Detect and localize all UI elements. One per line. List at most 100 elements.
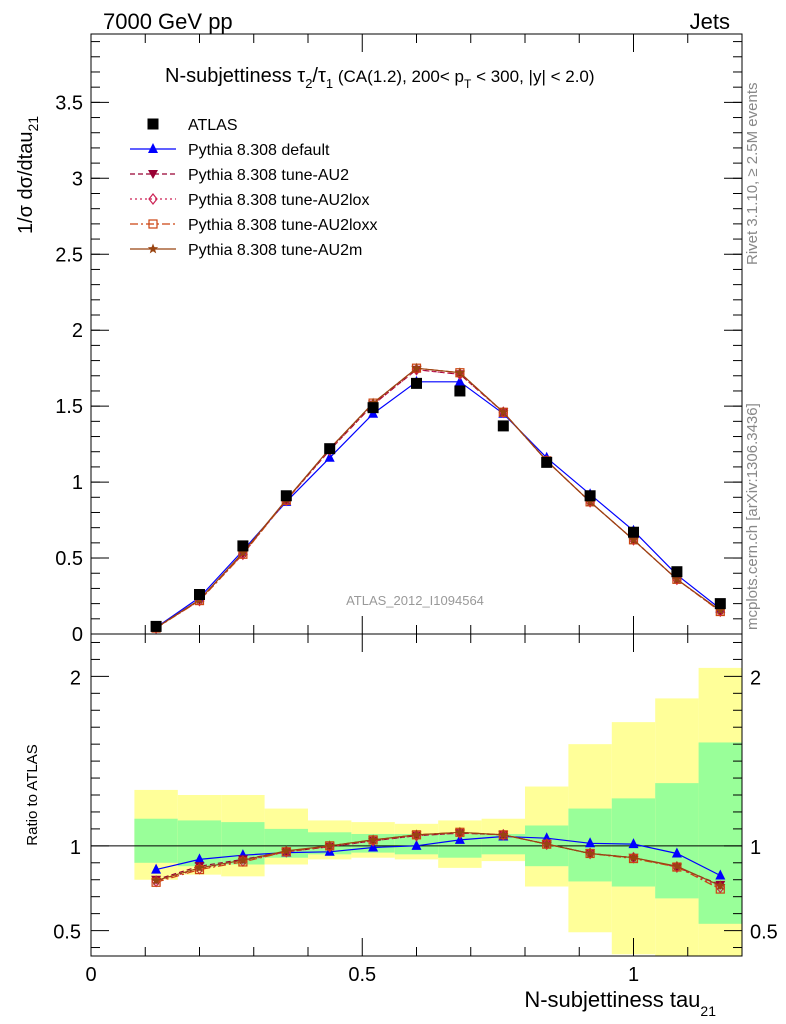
legend-marker [148,170,158,179]
atlas-data-point [671,566,683,578]
ratio-y-tick-label-right: 0.5 [750,922,778,944]
main-series-point [324,451,335,462]
ratio-uncertainty-bands [134,667,742,956]
atlas-data-point [628,526,639,538]
main-series-point [628,534,639,545]
main-y-tick-label: 3.5 [55,92,83,114]
x-tick-label: 1 [628,964,639,986]
main-y-tick-label: 1 [72,472,83,494]
main-series-point [498,406,509,417]
main-y-tick-label: 0 [72,624,83,646]
legend-label: Pythia 8.308 tune-AU2loxx [188,217,377,234]
stat-uncertainty-band [481,833,525,855]
legend-label: Pythia 8.308 tune-AU2lox [188,192,369,209]
main-series-layer [150,362,726,634]
mcplots-label: mcplots.cern.ch [arXiv:1306.3436] [744,403,761,630]
ratio-series-line [155,831,721,887]
atlas-data-point [237,540,249,552]
main-series-point [411,362,422,373]
main-y-tick-label: 0.5 [55,548,83,570]
ratio-series-point [628,852,639,863]
legend-marker [147,243,159,254]
main-series-point [454,367,466,378]
x-tick-label: 0 [85,964,96,986]
atlas-data-point [194,589,205,601]
main-series-point [715,605,726,615]
x-tick-label: 0.5 [348,964,376,986]
main-panel: 0 0.5 1 1.5 2 2.5 3 3.5 [55,34,743,646]
main-y-tick-label: 3 [72,168,83,190]
atlas-data-point [497,420,509,432]
ratio-frame [90,633,743,957]
energy-label: 7000 GeV pp [103,9,233,34]
main-y-tick-label: 2 [72,320,83,342]
atlas-data-point [280,490,292,502]
main-series-point [454,375,465,386]
ratio-y-tick-label-right: 2 [750,667,761,689]
ratio-series-point [671,847,682,858]
legend-label: Pythia 8.308 tune-AU2 [188,167,349,184]
ratio-series-point [367,834,379,845]
ratio-series-point [281,845,292,856]
main-series-line [155,369,721,629]
chart-title: N-subjettiness τ2/τ1 (CA(1.2), 200< pT <… [165,65,595,91]
legend-label: ATLAS [188,117,238,134]
ratio-series-point [411,839,422,850]
ratio-y-tick-label-right: 1 [750,837,761,859]
legend: ATLAS Pythia 8.308 default Pythia 8.308 tu… [130,117,377,259]
main-y-tick-label: 2.5 [55,244,83,266]
ratio-series-layer [150,826,726,894]
jets-label: Jets [690,9,730,34]
main-series-line [155,369,721,629]
stat-uncertainty-band [134,818,178,863]
legend-label: Pythia 8.308 default [188,142,330,159]
atlas-data-point [454,385,466,397]
atlas-data-point [584,490,596,502]
ratio-series-line [155,835,721,877]
main-series-line [155,367,721,629]
atlas-data-point [541,456,553,468]
ratio-series-point [454,826,466,837]
ratio-series-point [715,880,726,891]
ratio-series-point [585,837,596,848]
atlas-data-point [411,377,422,389]
main-y-tick-label: 1.5 [55,396,83,418]
main-series-line [155,381,721,628]
ratio-series-point [584,848,596,858]
ratio-y-tick-label-left: 1 [70,837,81,859]
ratio-y-axis-label: Ratio to ATLAS [24,744,41,845]
ratio-series-point [151,863,162,874]
main-series-point [671,573,683,584]
ratio-y-tick-label-left: 0.5 [53,922,81,944]
x-axis-label: N-subjettiness tau21 [524,987,716,1019]
ratio-series-point [150,875,162,885]
main-y-axis-label: 1/σ dσ/dtau21 [15,116,41,234]
atlas-data-point [714,598,726,610]
legend-marker [148,143,158,153]
main-series-line [155,367,721,629]
atlas-data-point [367,402,379,414]
legend-marker [147,118,159,130]
ratio-series-point [541,838,552,849]
ratio-y-tick-label-left: 2 [70,667,81,689]
ratio-series-point [194,862,205,873]
rivet-version-label: Rivet 3.1.10, ≥ 2.5M events [744,82,761,266]
ratio-series-point [628,838,639,849]
stat-uncertainty-band [655,783,699,899]
analysis-watermark: ATLAS_2012_I1094564 [346,593,484,608]
atlas-data-point [150,620,162,632]
ratio-series-point [671,860,683,871]
legend-marker [148,219,158,229]
atlas-data-point [324,443,336,455]
legend-marker [148,193,158,205]
ratio-series-point [194,853,205,864]
main-series-point [237,547,249,558]
ratio-series-point [324,840,335,851]
ratio-series-point [237,854,249,865]
main-series-point [584,496,596,507]
legend-label: Pythia 8.308 tune-AU2m [188,242,362,259]
ratio-series-point [411,829,422,840]
ratio-series-line [155,831,721,890]
ratio-series-point [498,829,509,840]
